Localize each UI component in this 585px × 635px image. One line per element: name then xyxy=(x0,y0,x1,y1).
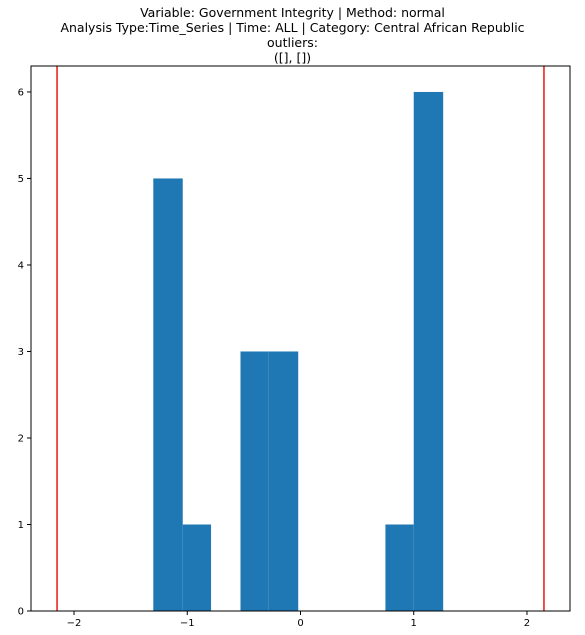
y-ticks-layer: 0 1 2 3 4 5 6 xyxy=(18,87,31,617)
histogram-bar-0 xyxy=(153,178,182,611)
x-ticks-layer: −2 −1 0 1 2 xyxy=(67,611,531,629)
threshold-lines-layer xyxy=(57,66,544,611)
y-tick-label-1: 1 xyxy=(18,520,24,531)
x-tick-label-0: −2 xyxy=(67,618,82,629)
histogram-bar-9 xyxy=(414,92,443,611)
y-tick-label-3: 3 xyxy=(18,347,24,358)
x-tick-label-1: −1 xyxy=(180,618,195,629)
x-tick-label-2: 0 xyxy=(297,618,303,629)
y-tick-label-2: 2 xyxy=(18,433,24,444)
y-tick-label-4: 4 xyxy=(18,260,24,271)
histogram-bar-4 xyxy=(269,351,298,611)
bars-layer xyxy=(153,92,443,611)
y-tick-label-0: 0 xyxy=(18,607,24,618)
y-tick-label-6: 6 xyxy=(18,87,24,98)
axes-frame xyxy=(31,66,570,611)
histogram-bar-3 xyxy=(240,351,268,611)
histogram-bar-1 xyxy=(183,524,211,611)
y-tick-label-5: 5 xyxy=(18,174,24,185)
histogram-bar-8 xyxy=(385,524,413,611)
axes-layer xyxy=(31,66,570,611)
x-tick-label-4: 2 xyxy=(524,618,530,629)
x-tick-label-3: 1 xyxy=(411,618,417,629)
